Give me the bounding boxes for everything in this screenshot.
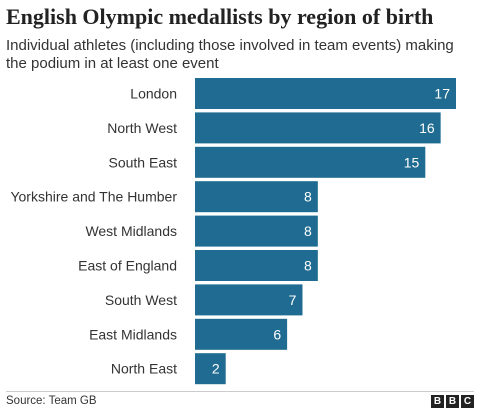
bar-south-east (195, 146, 426, 178)
data-label: 8 (304, 258, 312, 274)
data-label: 6 (273, 326, 281, 342)
bbc-logo: B B C (431, 395, 474, 408)
bar-london (195, 78, 456, 109)
bar-yorkshire-and-the-humber (195, 181, 318, 213)
category-label: North West (107, 120, 177, 136)
category-label: East of England (78, 258, 177, 274)
bar-north-east (195, 353, 226, 385)
source-note: Source: Team GB (6, 395, 97, 407)
category-label: Yorkshire and The Humber (10, 189, 177, 205)
data-label: 8 (304, 189, 312, 205)
category-label: London (130, 86, 177, 102)
data-label: 16 (419, 120, 435, 136)
bar-north-west (195, 112, 441, 144)
bar-chart: London 17 North West 16 South East 15 Yorkshir… (10, 78, 456, 385)
chart-title: English Olympic medallists by region of … (6, 4, 434, 29)
bbc-logo-letter: B (446, 395, 459, 408)
category-label: South East (109, 154, 178, 170)
footer-divider (6, 391, 474, 392)
bbc-logo-letter: B (431, 395, 444, 408)
chart-subtitle: Individual athletes (including those inv… (6, 37, 454, 72)
data-label: 8 (304, 223, 312, 239)
bar-west-midlands (195, 215, 318, 247)
bar-east-of-england (195, 250, 318, 281)
category-label: North East (111, 361, 177, 377)
data-label: 15 (404, 154, 420, 170)
category-label: East Midlands (89, 326, 177, 342)
category-label: South West (105, 292, 177, 308)
data-label: 2 (212, 361, 220, 377)
data-label: 17 (434, 86, 450, 102)
bbc-logo-letter: C (461, 395, 474, 408)
category-label: West Midlands (85, 223, 177, 239)
data-label: 7 (289, 292, 297, 308)
bar-east-midlands (195, 318, 288, 350)
bar-south-west (195, 284, 303, 316)
